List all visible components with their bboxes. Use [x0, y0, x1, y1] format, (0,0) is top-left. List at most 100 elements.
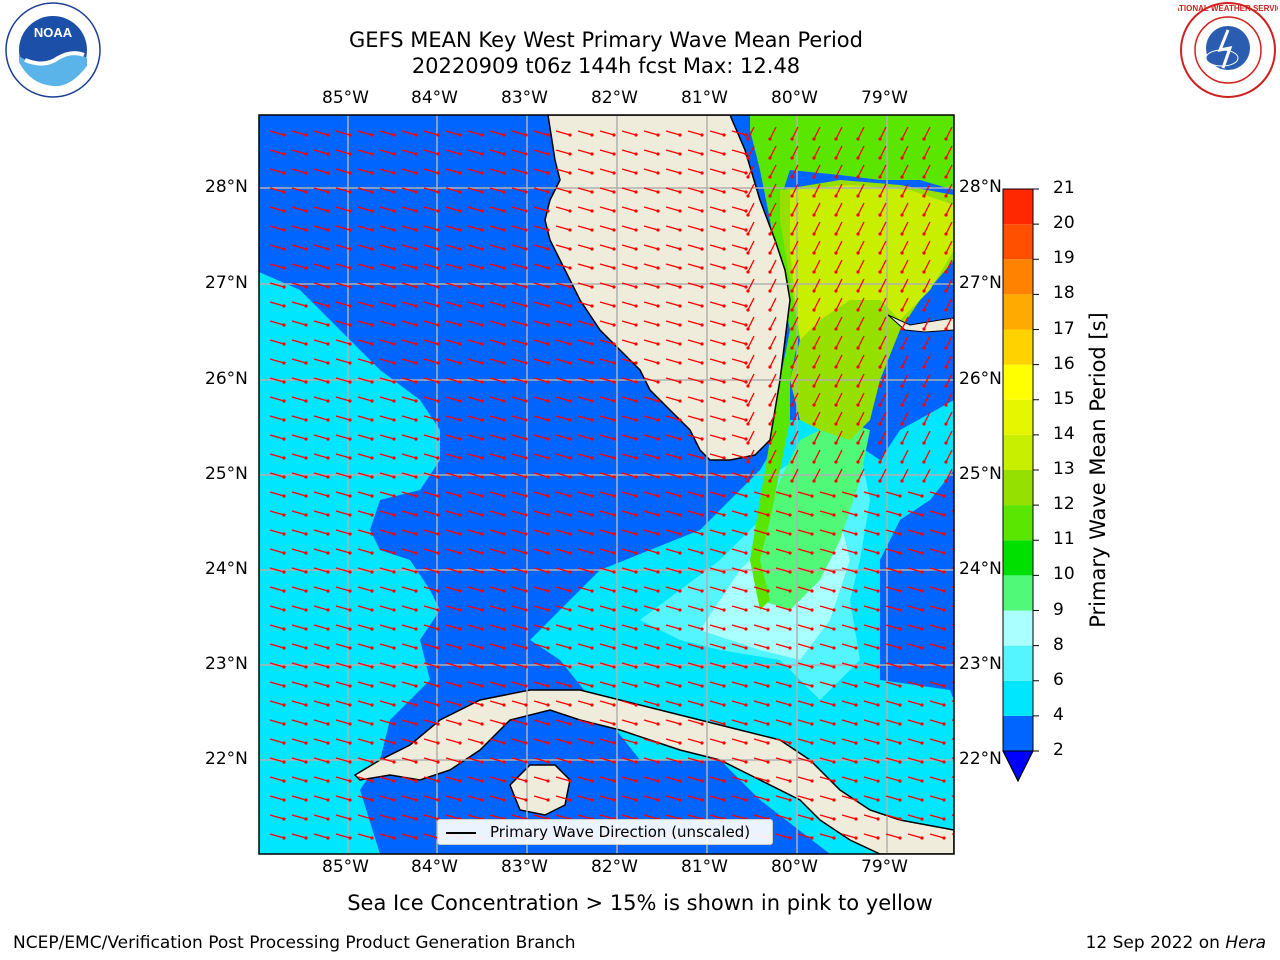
direction-arrow — [533, 282, 549, 288]
direction-arrow-head — [458, 627, 462, 631]
direction-arrow-head — [546, 513, 550, 517]
direction-arrow — [665, 225, 681, 231]
direction-arrow-head — [502, 304, 506, 308]
direction-arrow — [489, 586, 505, 592]
direction-arrow — [445, 472, 461, 478]
direction-arrow-head — [590, 589, 594, 593]
direction-arrow-head — [304, 779, 308, 783]
direction-arrow-head — [812, 213, 816, 217]
direction-arrow — [291, 377, 307, 383]
direction-arrow — [863, 662, 879, 668]
direction-arrow-head — [392, 703, 396, 707]
direction-arrow-head — [326, 285, 330, 289]
lon-tick-top: 85°W — [322, 88, 369, 108]
direction-arrow — [907, 757, 923, 763]
direction-arrow — [863, 719, 879, 725]
direction-arrow-head — [392, 361, 396, 365]
direction-arrow-head — [700, 171, 704, 175]
direction-arrow — [291, 833, 307, 839]
direction-arrow — [467, 339, 483, 345]
sea-ice-note: Sea Ice Concentration > 15% is shown in … — [347, 891, 933, 915]
direction-arrow — [775, 738, 791, 744]
direction-arrow — [819, 719, 835, 725]
direction-arrow-head — [502, 551, 506, 555]
direction-arrow — [857, 373, 865, 387]
direction-arrow-head — [436, 646, 440, 650]
direction-arrow — [665, 548, 681, 554]
direction-arrow — [313, 548, 329, 554]
direction-arrow — [379, 548, 395, 554]
direction-arrow — [731, 491, 747, 497]
direction-arrow — [813, 449, 821, 463]
direction-arrow-head — [944, 327, 948, 331]
direction-arrow — [857, 449, 865, 463]
direction-arrow — [335, 776, 351, 782]
direction-arrow — [863, 757, 879, 763]
direction-arrow — [401, 510, 417, 516]
direction-arrow — [467, 643, 483, 649]
direction-arrow — [357, 244, 373, 250]
direction-arrow — [709, 263, 725, 269]
direction-arrow-head — [590, 380, 594, 384]
direction-arrow-head — [744, 494, 748, 498]
direction-arrow — [863, 776, 879, 782]
direction-arrow-head — [436, 589, 440, 593]
direction-arrow-head — [744, 342, 748, 346]
direction-arrow — [775, 529, 791, 535]
direction-arrow-head — [480, 798, 484, 802]
direction-arrow-head — [876, 513, 880, 517]
direction-arrow — [819, 757, 835, 763]
direction-arrow — [901, 259, 909, 273]
direction-arrow-head — [392, 475, 396, 479]
direction-arrow-head — [788, 494, 792, 498]
direction-arrow-head — [392, 304, 396, 308]
direction-arrow-head — [700, 418, 704, 422]
direction-arrow — [901, 183, 909, 197]
lon-tick-bottom: 85°W — [322, 857, 369, 877]
direction-arrow — [857, 392, 865, 406]
direction-arrow — [731, 301, 747, 307]
direction-arrow — [291, 548, 307, 554]
direction-arrow — [313, 282, 329, 288]
direction-arrow-head — [656, 171, 660, 175]
direction-arrow — [467, 491, 483, 497]
direction-arrow-head — [722, 361, 726, 365]
direction-arrow — [269, 795, 285, 801]
direction-arrow-head — [348, 361, 352, 365]
direction-arrow — [401, 757, 417, 763]
direction-arrow-head — [744, 247, 748, 251]
direction-arrow — [791, 430, 799, 444]
direction-arrow — [813, 278, 821, 292]
direction-arrow — [819, 510, 835, 516]
direction-arrow — [577, 301, 593, 307]
direction-arrow — [533, 339, 549, 345]
direction-arrow — [423, 700, 439, 706]
direction-arrow-head — [856, 251, 860, 255]
direction-arrow — [709, 624, 725, 630]
direction-arrow-head — [922, 289, 926, 293]
direction-arrow-head — [370, 570, 374, 574]
direction-arrow-head — [942, 836, 946, 840]
direction-arrow — [423, 833, 439, 839]
direction-arrow — [753, 643, 769, 649]
direction-arrow — [599, 301, 615, 307]
direction-arrow-head — [656, 741, 660, 745]
direction-arrow-head — [942, 817, 946, 821]
direction-arrow-head — [480, 399, 484, 403]
direction-arrow-head — [900, 346, 904, 350]
direction-arrow — [291, 358, 307, 364]
direction-arrow — [599, 795, 615, 801]
direction-arrow-head — [282, 608, 286, 612]
colorbar-tick-label: 10 — [1053, 564, 1075, 585]
direction-arrow-head — [746, 346, 750, 350]
direction-arrow-head — [480, 418, 484, 422]
direction-arrow — [923, 297, 931, 311]
direction-arrow — [687, 510, 703, 516]
direction-arrow — [791, 145, 799, 159]
direction-arrow-head — [480, 532, 484, 536]
direction-arrow-head — [282, 741, 286, 745]
direction-arrow — [533, 719, 549, 725]
direction-arrow — [445, 320, 461, 326]
direction-arrow-head — [898, 513, 902, 517]
direction-arrow-head — [480, 703, 484, 707]
